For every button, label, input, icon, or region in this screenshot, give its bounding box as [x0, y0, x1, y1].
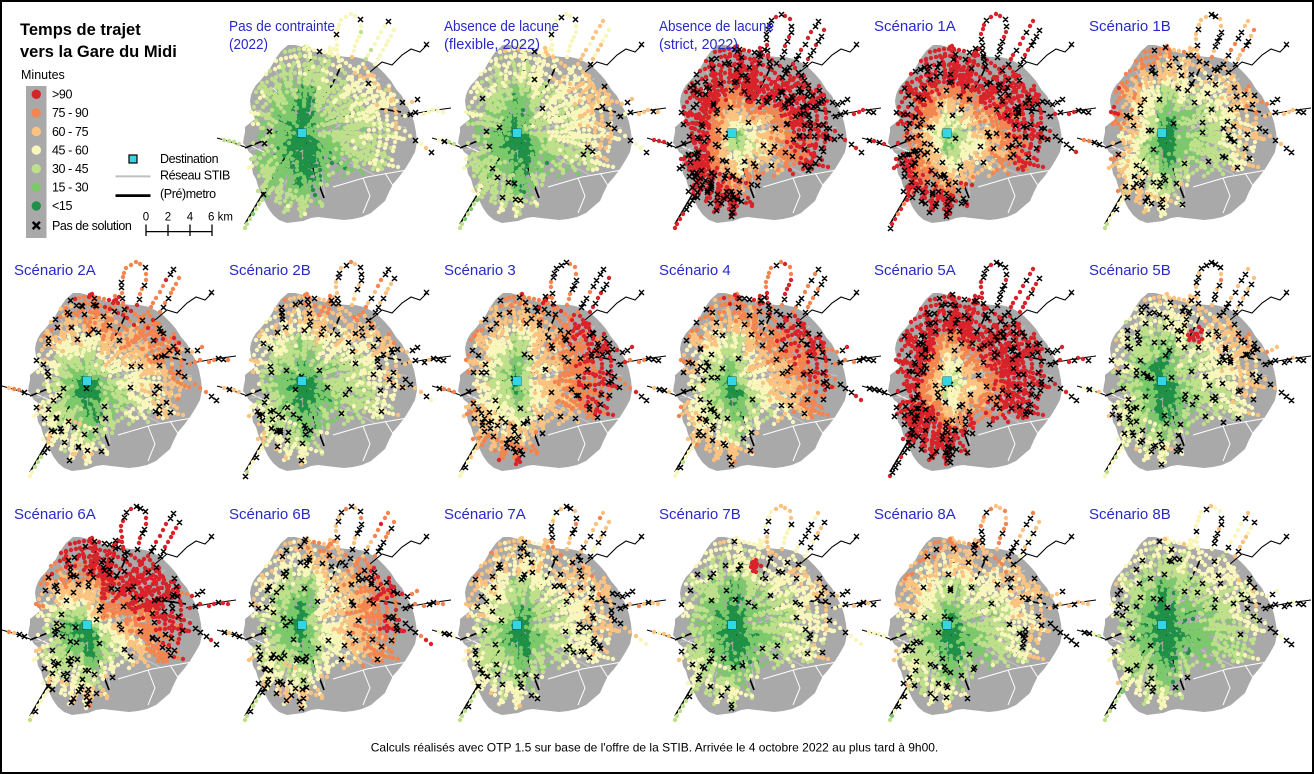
- svg-text:(Pré)metro: (Pré)metro: [160, 187, 216, 201]
- svg-text:Pas de contrainte: Pas de contrainte: [229, 18, 335, 35]
- svg-text:Scénario 7A: Scénario 7A: [444, 506, 526, 523]
- svg-text:Scénario 1B: Scénario 1B: [1089, 18, 1171, 35]
- svg-text:Minutes: Minutes: [21, 68, 65, 82]
- svg-text:4: 4: [187, 212, 194, 224]
- svg-text:Absence de lacune: Absence de lacune: [659, 18, 774, 35]
- svg-text:Scénario 7B: Scénario 7B: [659, 506, 741, 523]
- svg-text:Scénario 8B: Scénario 8B: [1089, 506, 1171, 523]
- svg-text:2: 2: [165, 212, 171, 224]
- svg-text:Pas de solution: Pas de solution: [52, 219, 132, 233]
- svg-text:(flexible, 2022): (flexible, 2022): [444, 36, 540, 53]
- svg-text:Scénario 6B: Scénario 6B: [229, 506, 311, 523]
- svg-text:Réseau STIB: Réseau STIB: [160, 168, 230, 182]
- svg-text:>90: >90: [52, 88, 72, 102]
- svg-text:Scénario 5A: Scénario 5A: [874, 262, 956, 279]
- svg-text:0: 0: [143, 212, 149, 224]
- svg-text:6 km: 6 km: [208, 212, 233, 224]
- svg-text:45 - 60: 45 - 60: [52, 143, 89, 157]
- svg-text:Temps de trajet: Temps de trajet: [20, 21, 141, 39]
- svg-text:(2022): (2022): [229, 36, 268, 53]
- svg-text:Calculs réalisés avec OTP 1.5: Calculs réalisés avec OTP 1.5 sur base d…: [371, 741, 939, 755]
- svg-text:Scénario 3: Scénario 3: [444, 262, 516, 279]
- svg-text:Absence de lacune: Absence de lacune: [444, 18, 559, 35]
- svg-text:Scénario 8A: Scénario 8A: [874, 506, 956, 523]
- svg-text:15 - 30: 15 - 30: [52, 181, 89, 195]
- svg-text:<15: <15: [52, 199, 72, 213]
- svg-text:(strict, 2022): (strict, 2022): [659, 36, 738, 53]
- svg-text:Scénario 2A: Scénario 2A: [14, 262, 96, 279]
- svg-text:Destination: Destination: [160, 152, 219, 166]
- svg-text:vers la Gare du Midi: vers la Gare du Midi: [20, 43, 177, 61]
- svg-text:Scénario 2B: Scénario 2B: [229, 262, 311, 279]
- svg-text:30 - 45: 30 - 45: [52, 162, 89, 176]
- svg-text:Scénario 6A: Scénario 6A: [14, 506, 96, 523]
- svg-text:75 - 90: 75 - 90: [52, 106, 89, 120]
- svg-text:Scénario 4: Scénario 4: [659, 262, 731, 279]
- svg-text:60 - 75: 60 - 75: [52, 125, 89, 139]
- svg-text:Scénario 5B: Scénario 5B: [1089, 262, 1171, 279]
- svg-text:Scénario 1A: Scénario 1A: [874, 18, 956, 35]
